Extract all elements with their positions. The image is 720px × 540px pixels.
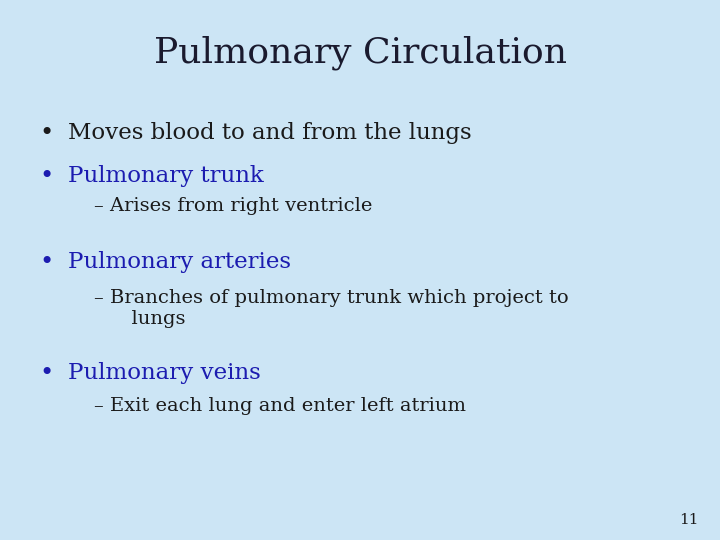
Text: – Arises from right ventricle: – Arises from right ventricle xyxy=(94,197,372,215)
Text: •: • xyxy=(40,251,54,274)
Text: – Branches of pulmonary trunk which project to
      lungs: – Branches of pulmonary trunk which proj… xyxy=(94,289,568,328)
Text: Pulmonary arteries: Pulmonary arteries xyxy=(68,251,292,273)
Text: – Exit each lung and enter left atrium: – Exit each lung and enter left atrium xyxy=(94,397,466,415)
Text: Moves blood to and from the lungs: Moves blood to and from the lungs xyxy=(68,122,472,144)
Text: Pulmonary veins: Pulmonary veins xyxy=(68,362,261,384)
Text: Pulmonary trunk: Pulmonary trunk xyxy=(68,165,264,187)
Text: Pulmonary Circulation: Pulmonary Circulation xyxy=(153,35,567,70)
Text: •: • xyxy=(40,362,54,385)
Text: •: • xyxy=(40,165,54,188)
Text: •: • xyxy=(40,122,54,145)
Text: 11: 11 xyxy=(679,512,698,526)
